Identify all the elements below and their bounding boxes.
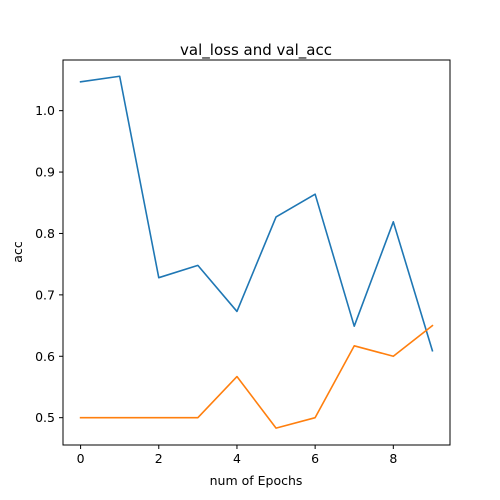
y-tick-label: 0.9 <box>35 165 55 180</box>
y-tick-label: 0.6 <box>35 349 55 364</box>
x-tick-label: 2 <box>155 451 163 466</box>
y-axis: 0.5 0.6 0.7 0.8 0.9 1.0 <box>35 103 63 425</box>
x-axis: 0 2 4 6 8 <box>77 445 397 466</box>
x-tick-label: 0 <box>77 451 85 466</box>
y-tick-label: 0.7 <box>35 287 55 302</box>
x-tick-label: 8 <box>389 451 397 466</box>
series-line-val-acc <box>79 324 434 429</box>
plot-frame <box>62 59 451 446</box>
y-tick-label: 1.0 <box>35 103 55 118</box>
y-tick-label: 0.8 <box>35 226 55 241</box>
x-tick-label: 4 <box>233 451 241 466</box>
y-axis-label: acc <box>10 241 25 263</box>
x-axis-label: num of Epochs <box>210 473 303 488</box>
chart-title: val_loss and val_acc <box>180 41 332 60</box>
series-line-val-loss <box>79 75 434 352</box>
series-layer <box>79 75 434 429</box>
y-tick-label: 0.5 <box>35 410 55 425</box>
x-tick-label: 6 <box>311 451 319 466</box>
